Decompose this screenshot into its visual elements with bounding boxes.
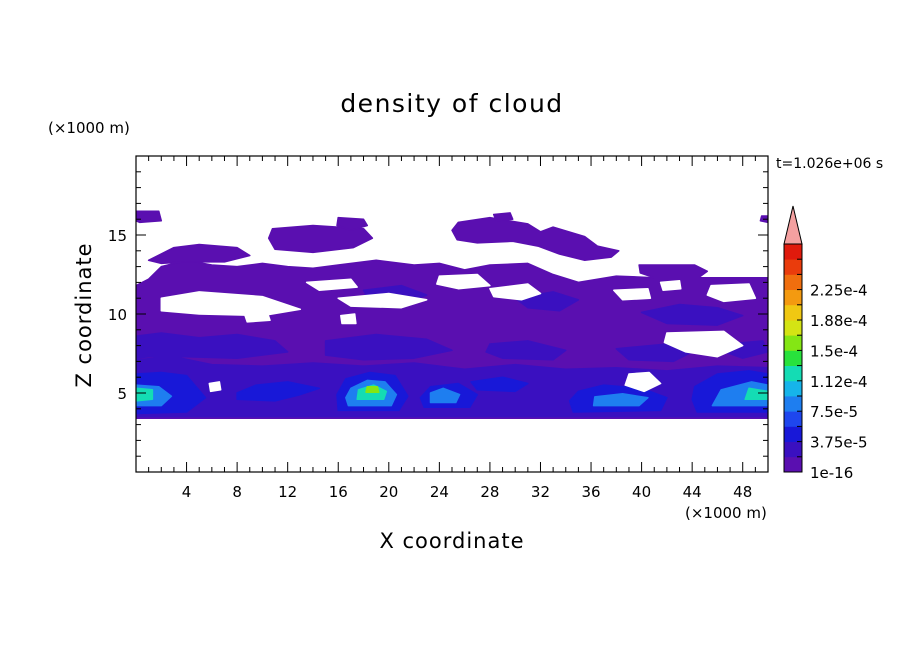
chart-title: density of cloud bbox=[340, 89, 563, 118]
contour-region-level-6 bbox=[136, 387, 154, 402]
x-tick-label: 12 bbox=[278, 483, 297, 501]
contour-region-level-0 bbox=[147, 243, 251, 265]
contour-region-level-6 bbox=[744, 387, 768, 401]
colorbar-swatch bbox=[784, 320, 802, 336]
colorbar-swatch bbox=[784, 396, 802, 412]
colorbar-label: 3.75e-5 bbox=[810, 434, 868, 452]
contour-region-level-4 bbox=[592, 393, 649, 407]
colorbar-label: 1.88e-4 bbox=[810, 312, 868, 330]
contour-region-level-0 bbox=[638, 264, 709, 279]
contour-region-level-0 bbox=[136, 210, 163, 224]
contour-fill-layers bbox=[136, 210, 768, 420]
colorbar-swatch bbox=[784, 274, 802, 290]
x-tick-label: 28 bbox=[480, 483, 499, 501]
clear-air-gap bbox=[489, 283, 542, 301]
x-tick-label: 24 bbox=[430, 483, 449, 501]
contour-region-level-0 bbox=[451, 216, 620, 262]
x-tick-label: 4 bbox=[182, 483, 192, 501]
clear-air-gap bbox=[624, 371, 662, 393]
clear-air-gap bbox=[337, 292, 428, 309]
x-tick-label: 8 bbox=[232, 483, 242, 501]
colorbar-swatch bbox=[784, 365, 802, 382]
colorbar-swatch bbox=[784, 304, 802, 321]
colorbar-label: 7.5e-5 bbox=[810, 403, 858, 421]
colorbar-label: 1.5e-4 bbox=[810, 342, 858, 360]
contour-region-level-1 bbox=[640, 303, 744, 326]
clear-air-gap bbox=[663, 330, 744, 358]
y-tick-label: 15 bbox=[108, 227, 127, 245]
colorbar-overflow-triangle bbox=[783, 205, 803, 245]
colorbar-swatch bbox=[784, 259, 802, 275]
x-unit-label: (×1000 m) bbox=[685, 504, 767, 522]
clear-air-gap bbox=[305, 278, 358, 292]
y-tick-label: 10 bbox=[108, 306, 127, 324]
clear-air-gap bbox=[706, 283, 757, 303]
clear-air-gap bbox=[613, 287, 652, 301]
contour-region-level-0 bbox=[267, 224, 374, 254]
contour-region-level-8 bbox=[365, 385, 380, 393]
colorbar: 1e-16 3.75e-5 7.5e-5 1.12e-4 1.5e-4 1.88e-4 2.… bbox=[783, 205, 868, 482]
clear-air-gap bbox=[340, 313, 357, 325]
time-label: t=1.026e+06 s bbox=[776, 156, 883, 172]
colorbar-label: 1e-16 bbox=[810, 464, 853, 482]
colorbar-swatch bbox=[784, 244, 802, 260]
clear-air-gap bbox=[208, 381, 222, 393]
x-tick-label: 48 bbox=[733, 483, 752, 501]
colorbar-swatch bbox=[784, 350, 802, 366]
y-unit-label: (×1000 m) bbox=[48, 119, 130, 137]
y-axis-label: Z coordinate bbox=[72, 242, 96, 387]
colorbar-swatch bbox=[784, 335, 802, 351]
x-tick-label: 44 bbox=[683, 483, 702, 501]
x-axis-label: X coordinate bbox=[379, 529, 524, 553]
contour-region-level-0 bbox=[492, 212, 514, 222]
y-tick-label: 5 bbox=[117, 385, 127, 403]
colorbar-label: 2.25e-4 bbox=[810, 282, 868, 300]
x-tick-label: 36 bbox=[581, 483, 600, 501]
contour-region-level-1 bbox=[485, 340, 567, 361]
contour-region-level-2 bbox=[470, 376, 529, 393]
clear-air-gap bbox=[242, 308, 271, 323]
x-tick-label: 32 bbox=[531, 483, 550, 501]
contour-region-level-1 bbox=[615, 343, 693, 363]
contour-region-level-1 bbox=[136, 332, 289, 359]
colorbar-swatch bbox=[784, 289, 802, 306]
x-tick-label: 20 bbox=[379, 483, 398, 501]
contour-region-level-1 bbox=[324, 333, 453, 361]
colorbar-swatch bbox=[784, 380, 802, 397]
contour-region-level-4 bbox=[429, 387, 461, 404]
colorbar-swatch bbox=[784, 441, 802, 458]
contour-region-level-2 bbox=[236, 381, 321, 402]
colorbar-frame bbox=[783, 243, 803, 473]
contour-region-level-0 bbox=[336, 216, 369, 232]
clear-air-gap bbox=[659, 280, 682, 292]
colorbar-label: 1.12e-4 bbox=[810, 373, 868, 391]
clear-air-gap bbox=[436, 273, 491, 290]
x-tick-label: 16 bbox=[329, 483, 348, 501]
colorbar-swatch bbox=[784, 411, 802, 427]
x-tick-label: 40 bbox=[632, 483, 651, 501]
colorbar-swatch bbox=[784, 456, 802, 473]
colorbar-swatch bbox=[784, 426, 802, 442]
